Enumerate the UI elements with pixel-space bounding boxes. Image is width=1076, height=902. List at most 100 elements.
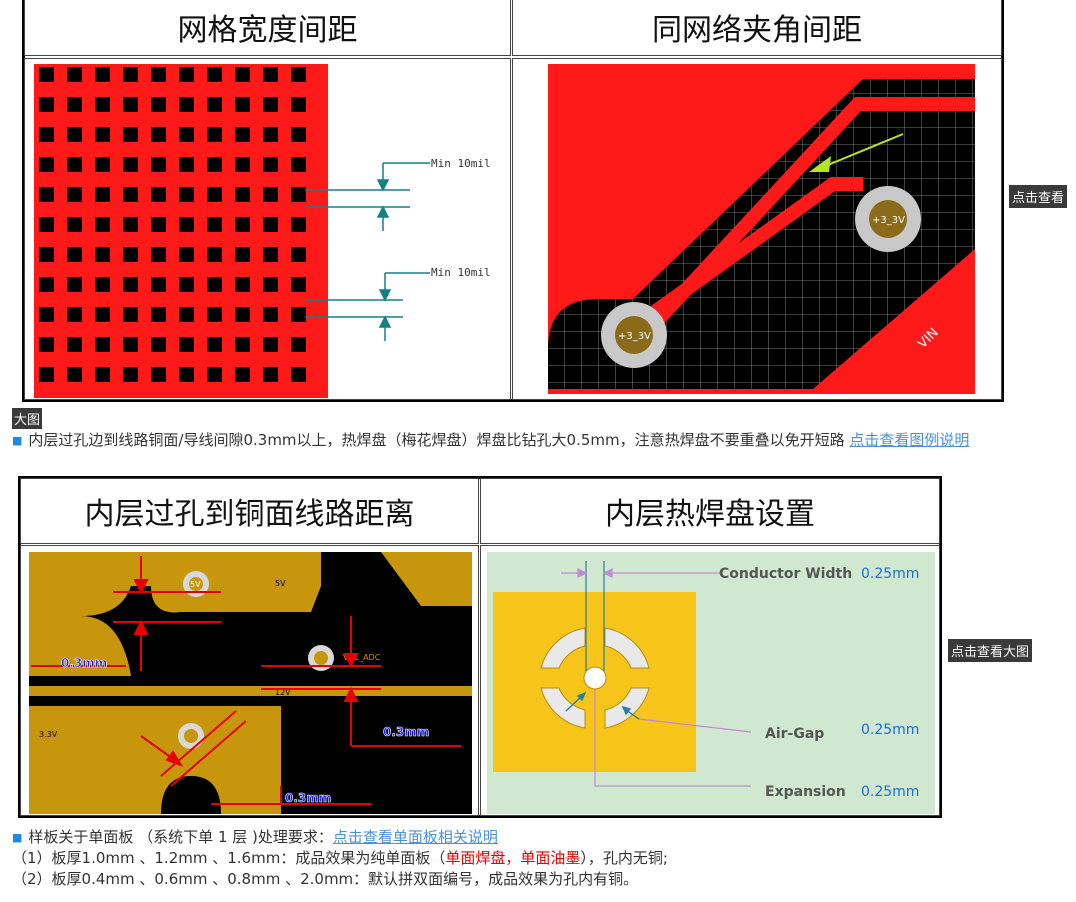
grid-hole bbox=[263, 127, 278, 142]
grid-hole bbox=[179, 307, 194, 322]
trace-label-12v: 12V bbox=[275, 688, 291, 697]
grid-hole bbox=[263, 157, 278, 172]
line-1-prefix: （1）板厚1.0mm 、1.2mm 、1.6mm：成品效果为纯单面板（ bbox=[12, 849, 446, 867]
bullet-icon: ■ bbox=[12, 831, 23, 844]
grid-hole bbox=[291, 337, 306, 352]
grid-hole bbox=[151, 337, 166, 352]
big-image-label[interactable]: 大图 bbox=[12, 408, 43, 429]
grid-hole bbox=[263, 247, 278, 262]
grid-hole bbox=[67, 307, 82, 322]
min-10mil-label-1: Min 10mil bbox=[431, 157, 491, 170]
grid-hole bbox=[291, 97, 306, 112]
grid-hole bbox=[67, 127, 82, 142]
grid-hole bbox=[123, 307, 138, 322]
note-inner-via-clearance: ■ 内层过孔边到线路铜面/导线间隙0.3mm以上，热焊盘（梅花焊盘）焊盘比钻孔大0… bbox=[12, 430, 1067, 451]
angle-spacing-drawing: +3_3V +3_3V VIN bbox=[548, 64, 975, 394]
grid-hole bbox=[67, 217, 82, 232]
grid-hole bbox=[291, 247, 306, 262]
grid-hole bbox=[179, 277, 194, 292]
trace-label-adc: VOL_ADC bbox=[343, 653, 381, 662]
same-net-angle-spacing-title: 同网络夹角间距 bbox=[512, 0, 1002, 56]
grid-hole bbox=[123, 247, 138, 262]
grid-hole bbox=[263, 97, 278, 112]
line-1-highlight: 单面焊盘，单面油墨 bbox=[445, 849, 581, 867]
grid-hole bbox=[291, 67, 306, 82]
grid-hole bbox=[263, 337, 278, 352]
single-sided-line-1: （1）板厚1.0mm 、1.2mm 、1.6mm：成品效果为纯单面板（单面焊盘，… bbox=[12, 848, 1067, 869]
trace-label-3v3: 3.3V bbox=[39, 730, 58, 739]
grid-hole bbox=[263, 217, 278, 232]
grid-hole bbox=[123, 97, 138, 112]
grid-hole bbox=[235, 187, 250, 202]
grid-hole bbox=[95, 247, 110, 262]
single-sided-link[interactable]: 点击查看单面板相关说明 bbox=[332, 828, 498, 846]
line-1-suffix: ），孔内无铜; bbox=[580, 849, 668, 867]
grid-hole bbox=[179, 67, 194, 82]
grid-hole bbox=[291, 367, 306, 382]
grid-hole bbox=[67, 187, 82, 202]
expansion-value: 0.25mm bbox=[861, 784, 919, 800]
grid-hole bbox=[207, 277, 222, 292]
grid-hole bbox=[207, 307, 222, 322]
grid-hole bbox=[39, 277, 54, 292]
single-sided-board-note: ■ 样板关于单面板 （系统下单 1 层 )处理要求：点击查看单面板相关说明 （1）… bbox=[12, 827, 1067, 890]
grid-hole bbox=[39, 247, 54, 262]
pad-label-1: +3_3V bbox=[618, 331, 651, 342]
grid-hole bbox=[235, 247, 250, 262]
grid-hole bbox=[263, 277, 278, 292]
grid-hole bbox=[179, 97, 194, 112]
grid-hole bbox=[151, 187, 166, 202]
conductor-width-label: Conductor Width bbox=[719, 566, 852, 582]
grid-hole bbox=[39, 367, 54, 382]
grid-hole bbox=[123, 277, 138, 292]
grid-hole bbox=[235, 97, 250, 112]
grid-hole bbox=[95, 277, 110, 292]
grid-hole bbox=[67, 67, 82, 82]
grid-hole bbox=[123, 67, 138, 82]
grid-hole bbox=[95, 157, 110, 172]
grid-hole bbox=[291, 277, 306, 292]
grid-hole bbox=[179, 217, 194, 232]
view-button-top[interactable]: 点击查看 bbox=[1009, 185, 1068, 208]
grid-pattern-drawing: Min 10mil Min 10mil bbox=[34, 64, 491, 398]
note-2-prefix: 样板关于单面板 （系统下单 1 层 )处理要求： bbox=[28, 828, 333, 846]
grid-hole bbox=[179, 367, 194, 382]
grid-hole bbox=[95, 127, 110, 142]
grid-hole bbox=[95, 97, 110, 112]
single-sided-line-2: （2）板厚0.4mm 、0.6mm 、0.8mm 、2.0mm：默认拼双面编号，… bbox=[12, 870, 639, 888]
view-big-image-button[interactable]: 点击查看大图 bbox=[948, 639, 1033, 662]
dim-label-2: 0.3mm bbox=[383, 725, 429, 739]
inner-via-copper-distance-title: 内层过孔到铜面线路距离 bbox=[20, 478, 479, 544]
grid-hole bbox=[291, 217, 306, 232]
via-label-5v: 5V bbox=[190, 580, 201, 589]
inner-via-distance-drawing: 5V 5V 12V VOL_ADC 3.3V bbox=[29, 552, 472, 814]
grid-hole bbox=[207, 127, 222, 142]
grid-hole bbox=[95, 337, 110, 352]
grid-hole bbox=[207, 67, 222, 82]
thermal-pad-drawing: Conductor Width 0.25mm Air-Gap 0.25mm Ex… bbox=[487, 552, 935, 814]
note-1-text: 内层过孔边到线路铜面/导线间隙0.3mm以上，热焊盘（梅花焊盘）焊盘比钻孔大0.… bbox=[28, 431, 850, 449]
bullet-icon: ■ bbox=[12, 434, 23, 447]
angle-spacing-image: +3_3V +3_3V VIN bbox=[512, 58, 1002, 400]
min-10mil-label-2: Min 10mil bbox=[431, 266, 491, 279]
grid-hole bbox=[151, 97, 166, 112]
grid-hole bbox=[235, 127, 250, 142]
grid-hole bbox=[95, 367, 110, 382]
trace-label-5v: 5V bbox=[275, 579, 286, 588]
grid-hole bbox=[207, 187, 222, 202]
grid-hole bbox=[263, 307, 278, 322]
inner-thermal-pad-title: 内层热焊盘设置 bbox=[480, 478, 940, 544]
grid-hole bbox=[291, 127, 306, 142]
grid-hole bbox=[151, 157, 166, 172]
grid-hole bbox=[95, 217, 110, 232]
grid-hole bbox=[291, 307, 306, 322]
grid-hole bbox=[67, 157, 82, 172]
grid-hole bbox=[263, 187, 278, 202]
grid-hole bbox=[39, 217, 54, 232]
grid-hole bbox=[235, 277, 250, 292]
grid-hole bbox=[179, 337, 194, 352]
view-legend-link[interactable]: 点击查看图例说明 bbox=[849, 431, 970, 449]
grid-hole bbox=[67, 337, 82, 352]
grid-hole bbox=[207, 217, 222, 232]
grid-hole bbox=[151, 307, 166, 322]
